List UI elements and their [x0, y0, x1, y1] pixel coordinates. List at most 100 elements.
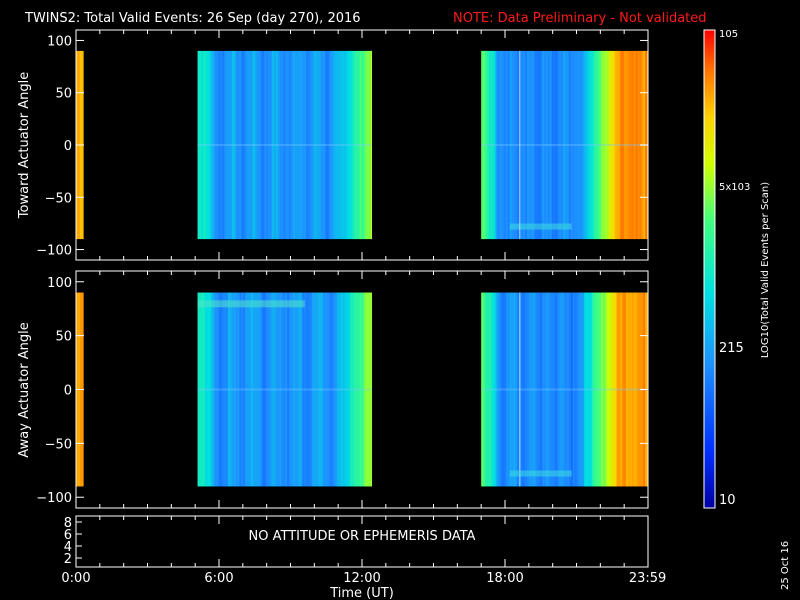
heatmap-column	[306, 50, 309, 240]
heatmap-column	[576, 50, 579, 240]
heatmap-column	[266, 50, 269, 240]
heatmap-column	[332, 50, 336, 240]
edge-band	[197, 300, 305, 308]
heatmap-column	[350, 50, 353, 240]
heatmap-column	[367, 50, 370, 240]
heatmap-column	[289, 292, 292, 487]
heatmap-column	[584, 292, 587, 487]
edge-band	[509, 223, 572, 230]
x-tick-label: 23:59	[629, 571, 666, 586]
heatmap-column	[505, 292, 509, 487]
heatmap-column	[624, 292, 627, 487]
heatmap-column	[492, 292, 496, 487]
heatmap-column	[587, 50, 591, 240]
heatmap-column	[310, 292, 313, 487]
heatmap-column	[633, 50, 637, 240]
heatmap-column	[555, 50, 558, 240]
heatmap-column	[545, 292, 549, 487]
heatmap-column	[233, 50, 237, 240]
heatmap-column	[283, 292, 286, 487]
heatmap-column	[629, 50, 633, 240]
heatmap-column	[484, 292, 488, 487]
heatmap-column	[620, 292, 623, 487]
heatmap-column	[228, 50, 231, 240]
heatmap-column	[584, 50, 587, 240]
scan-line	[519, 50, 521, 240]
heatmap-column	[336, 50, 340, 240]
heatmap-column	[199, 50, 202, 240]
heatmap-column	[336, 292, 340, 487]
heatmap-column	[523, 50, 526, 240]
heatmap-column	[279, 292, 282, 487]
zero-angle-band	[481, 144, 648, 146]
heatmap-column	[534, 292, 537, 487]
heatmap-column	[504, 292, 507, 487]
y-tick-label: 100	[47, 276, 72, 291]
heatmap-column	[304, 292, 307, 487]
heatmap-column	[229, 50, 233, 240]
heatmap-column	[203, 292, 206, 487]
heatmap-column	[338, 292, 342, 487]
heatmap-column	[586, 50, 589, 240]
heatmap-column	[224, 292, 227, 487]
heatmap-column	[290, 50, 294, 240]
heatmap-column	[637, 50, 640, 240]
heatmap-column	[325, 50, 328, 240]
preliminary-note: NOTE: Data Preliminary - Not validated	[453, 11, 707, 26]
heatmap-column	[231, 50, 235, 240]
heatmap-column	[270, 292, 273, 487]
heatmap-column	[229, 292, 233, 487]
heatmap-column	[361, 50, 364, 240]
heatmap-column	[635, 50, 639, 240]
heatmap-column	[197, 50, 200, 240]
heatmap-column	[603, 292, 606, 487]
heatmap-column	[334, 292, 338, 487]
heatmap-column	[565, 50, 568, 240]
heatmap-column	[519, 50, 522, 240]
heatmap-column	[252, 50, 256, 240]
heatmap-column	[486, 50, 490, 240]
heatmap-column	[197, 292, 200, 487]
heatmap-column	[249, 50, 252, 240]
heatmap-column	[509, 50, 513, 240]
heatmap-column	[566, 50, 570, 240]
heatmap-column	[599, 292, 602, 487]
heatmap-column	[201, 292, 204, 487]
heatmap-column	[254, 50, 258, 240]
heatmap-column	[610, 292, 614, 487]
heatmap-column	[626, 292, 629, 487]
heatmap-column	[498, 50, 501, 240]
heatmap-column	[620, 50, 623, 240]
heatmap-column	[317, 292, 321, 487]
heatmap-column	[540, 292, 543, 487]
heatmap-column	[323, 292, 326, 487]
heatmap-column	[618, 50, 621, 240]
heatmap-column	[595, 50, 598, 240]
heatmap-column	[350, 292, 353, 487]
heatmap-column	[344, 50, 347, 240]
toward-y-label: Toward Actuator Angle	[17, 72, 32, 219]
x-tick-label: 0:00	[61, 571, 90, 586]
heatmap-column	[250, 50, 254, 240]
heatmap-column	[608, 292, 612, 487]
heatmap-column	[580, 50, 583, 240]
heatmap-column	[591, 292, 595, 487]
heatmap-column	[525, 292, 528, 487]
heatmap-column	[488, 50, 492, 240]
heatmap-column	[237, 50, 240, 240]
heatmap-column	[216, 50, 220, 240]
heatmap-column	[290, 292, 294, 487]
heatmap-column	[310, 50, 313, 240]
heatmap-column	[528, 292, 532, 487]
ephemeris-x-ticks	[75, 516, 649, 567]
heatmap-column	[271, 292, 275, 487]
away-y-label: Away Actuator Angle	[17, 322, 32, 457]
heatmap-column	[323, 50, 326, 240]
ephemeris-y-tick-label: 6	[64, 528, 72, 543]
heatmap-column	[226, 292, 229, 487]
heatmap-column	[208, 50, 212, 240]
heatmap-column	[555, 292, 558, 487]
heatmap-column	[627, 292, 631, 487]
heatmap-column	[292, 50, 296, 240]
heatmap-column	[205, 292, 208, 487]
